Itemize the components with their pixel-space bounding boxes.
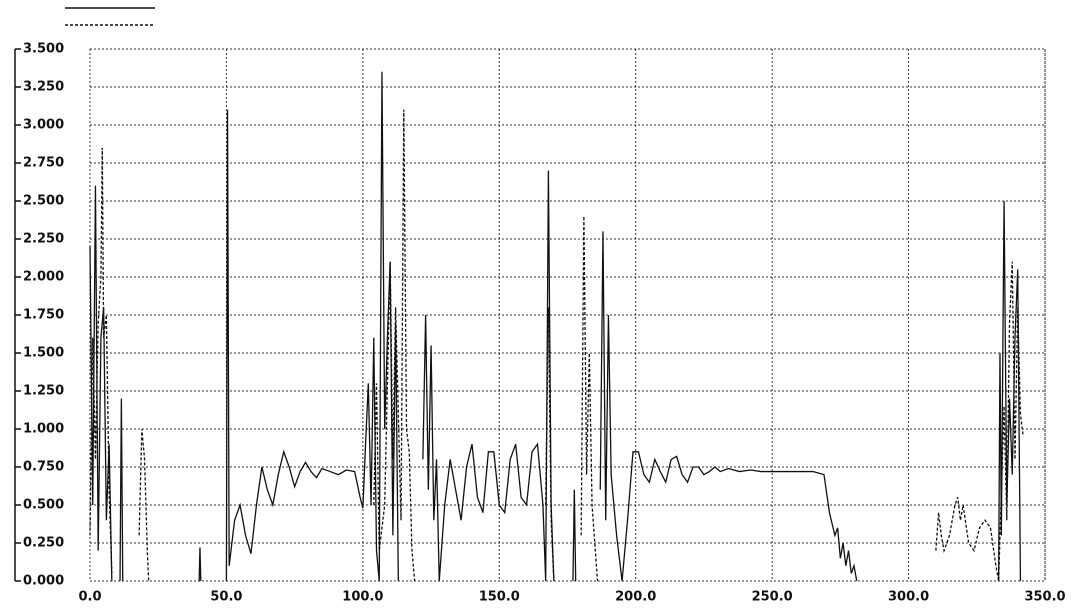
series-line (119, 398, 124, 582)
y-tick-label: 0.000 (23, 574, 64, 589)
series-line (572, 489, 577, 582)
y-tick-label: 1.000 (23, 422, 64, 437)
x-tick-label: 350.0 (1024, 590, 1065, 605)
series-line (580, 216, 599, 582)
y-tick-label: 0.250 (23, 536, 64, 551)
x-tick-label: 200.0 (615, 590, 656, 605)
series-line (89, 147, 113, 574)
y-tick-label: 2.000 (23, 270, 64, 285)
x-tick-label: 0.0 (78, 590, 101, 605)
series-line (138, 428, 150, 582)
y-tick-label: 3.000 (23, 118, 64, 133)
y-tick-label: 3.500 (23, 42, 64, 57)
series-line (225, 71, 399, 582)
y-tick-label: 2.750 (23, 156, 64, 171)
x-tick-label: 100.0 (342, 590, 383, 605)
y-tick-label: 2.500 (23, 194, 64, 209)
series-line (422, 170, 555, 582)
y-tick-label: 1.500 (23, 346, 64, 361)
x-tick-label: 50.0 (210, 590, 242, 605)
y-tick-label: 3.250 (23, 80, 64, 95)
series-line (373, 109, 416, 582)
y-tick-label: 1.750 (23, 308, 64, 323)
x-tick-label: 300.0 (888, 590, 929, 605)
series-line (599, 231, 858, 582)
series-line (198, 547, 202, 582)
y-tick-label: 0.750 (23, 460, 64, 475)
series-line (997, 200, 1022, 582)
series-line (545, 307, 555, 582)
series-line (935, 261, 1024, 582)
y-tick-label: 1.250 (23, 384, 64, 399)
x-tick-label: 150.0 (479, 590, 520, 605)
series-line (89, 185, 113, 582)
x-tick-label: 250.0 (752, 590, 793, 605)
y-tick-label: 0.500 (23, 498, 64, 513)
y-tick-label: 2.250 (23, 232, 64, 247)
